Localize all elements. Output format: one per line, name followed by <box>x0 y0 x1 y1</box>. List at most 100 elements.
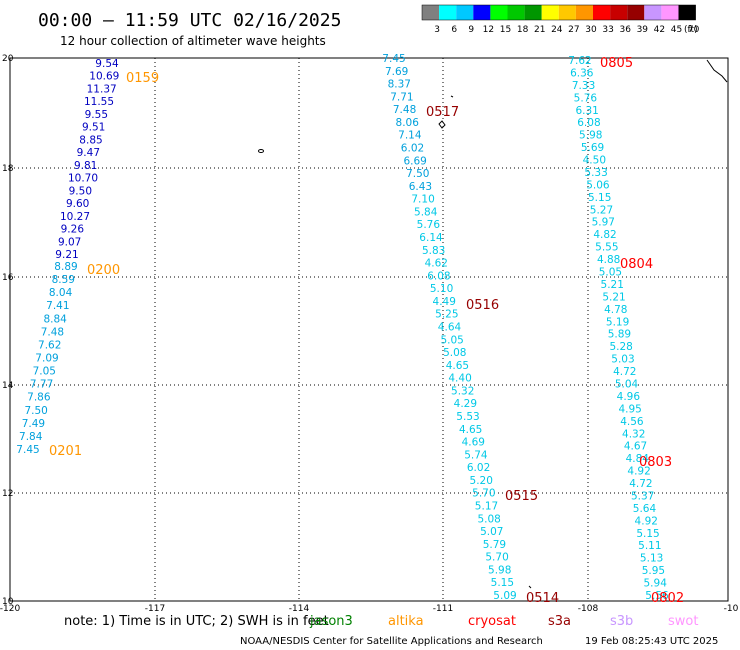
wave-height-value: 10.69 <box>89 71 119 83</box>
scale-unit: (ft) <box>684 25 698 35</box>
wave-height-value: 7.50 <box>24 405 47 417</box>
wave-height-value: 5.56 <box>645 590 669 602</box>
wave-height-value: 8.04 <box>49 287 73 299</box>
lat-tick-label: 14 <box>2 381 14 391</box>
lat-tick-label: 16 <box>2 273 14 283</box>
satellite-legend-item: s3b <box>610 614 633 629</box>
wave-height-value: 11.55 <box>84 96 114 108</box>
wave-height-value: 4.96 <box>617 391 641 403</box>
pass-time-label: 0802 <box>651 591 684 606</box>
lat-tick-label: 12 <box>2 489 13 499</box>
scale-label: 39 <box>637 25 649 35</box>
wave-height-value: 5.64 <box>633 503 657 515</box>
wave-height-value: 7.69 <box>385 66 408 78</box>
scale-swatch <box>456 5 474 20</box>
wave-height-value: 5.13 <box>640 553 663 565</box>
wave-height-value: 11.37 <box>87 83 117 95</box>
wave-height-value: 5.76 <box>417 219 441 231</box>
scale-label: 21 <box>534 25 545 35</box>
wave-height-value: 5.05 <box>599 267 622 279</box>
scale-swatch <box>473 5 491 20</box>
wave-height-value: 9.47 <box>77 147 100 159</box>
axis-tick-labels: -120 -117 -114 -111 -108 -10 20 18 16 14 12 10 <box>0 54 739 614</box>
wave-height-value: 4.78 <box>604 304 627 316</box>
pass-time-label: 0805 <box>600 56 633 71</box>
wave-height-value: 7.48 <box>393 104 416 116</box>
footer-timestamp: 19 Feb 08:25:43 UTC 2025 <box>585 636 718 647</box>
wave-height-value: 4.64 <box>438 322 462 334</box>
wave-height-value: 10.27 <box>60 211 90 223</box>
wave-height-value: 5.89 <box>608 329 631 341</box>
wave-height-value: 7.10 <box>411 194 434 206</box>
scale-label: 45 <box>671 25 682 35</box>
wave-height-value: 9.60 <box>66 198 89 210</box>
wave-height-value: 5.70 <box>472 488 495 500</box>
lon-tick-label: -10 <box>724 604 739 614</box>
scale-swatch <box>678 5 696 20</box>
wave-height-value: 7.14 <box>398 130 422 142</box>
wave-height-value: 5.84 <box>414 206 438 218</box>
wave-height-value: 6.69 <box>403 155 426 167</box>
satellite-legend-item: cryosat <box>468 614 516 629</box>
wave-height-value: 7.45 <box>16 444 39 456</box>
wave-height-value: 7.49 <box>22 418 45 430</box>
wave-height-value: 9.54 <box>95 58 119 70</box>
wave-height-value: 7.45 <box>382 53 405 65</box>
wave-height-value: 5.20 <box>470 475 493 487</box>
wave-height-value: 5.03 <box>611 354 634 366</box>
wave-height-value: 6.08 <box>577 117 600 129</box>
wave-height-value: 6.43 <box>409 181 432 193</box>
wave-height-value: 5.25 <box>435 309 458 321</box>
color-scale-legend: 3 6 9 12 15 18 21 24 27 30 33 36 39 42 45 70(ft) <box>421 4 700 35</box>
pass-time-labels: 0159 0200 0201 0805 0517 0804 0516 0803 0515 0514… <box>49 56 684 606</box>
wave-height-value: 4.72 <box>613 366 636 378</box>
scale-swatch <box>439 5 457 20</box>
wave-height-value: 4.69 <box>462 437 485 449</box>
wave-height-value: 5.98 <box>488 564 511 576</box>
pass-time-label: 0159 <box>126 71 159 86</box>
wave-height-value: 7.09 <box>35 353 58 365</box>
wave-height-value: 9.21 <box>55 249 78 261</box>
wave-height-value: 4.32 <box>622 428 645 440</box>
wave-height-value: 5.55 <box>595 242 618 254</box>
scale-swatch <box>661 5 679 20</box>
wave-height-value: 5.21 <box>601 279 624 291</box>
wave-height-value: 9.50 <box>69 185 92 197</box>
wave-height-value: 7.86 <box>27 392 51 404</box>
scale-label: 36 <box>619 25 631 35</box>
scale-label: 42 <box>654 25 665 35</box>
lon-tick-label: -108 <box>578 604 599 614</box>
wave-height-value: 9.81 <box>74 160 97 172</box>
scale-border <box>421 4 696 21</box>
wave-height-value: 5.17 <box>475 501 498 513</box>
pass-time-label: 0803 <box>639 455 672 470</box>
wave-height-value: 4.88 <box>597 254 620 266</box>
wave-height-value: 5.98 <box>579 130 602 142</box>
wave-height-value: 7.71 <box>390 91 413 103</box>
wave-height-value: 5.28 <box>609 341 632 353</box>
wave-height-value: 5.83 <box>422 245 445 257</box>
island-feature <box>438 120 446 129</box>
wave-height-value: 9.55 <box>85 109 108 121</box>
wave-height-tracks: 9.5410.6911.3711.559.559.518.859.479.811… <box>16 53 669 602</box>
island-feature <box>528 585 532 589</box>
satellite-legend-item: swot <box>668 614 698 629</box>
pass-time-label: 0804 <box>620 257 653 272</box>
lat-tick-label: 10 <box>2 597 14 607</box>
footer-credit: NOAA/NESDIS Center for Satellite Applica… <box>240 636 543 647</box>
pass-time-label: 0201 <box>49 444 82 459</box>
scale-swatch <box>593 5 611 20</box>
wave-height-value: 5.37 <box>631 490 654 502</box>
wave-height-value: 4.65 <box>446 360 469 372</box>
wave-height-value: 8.84 <box>43 313 67 325</box>
wave-height-value: 9.07 <box>58 236 81 248</box>
wave-height-value: 7.62 <box>38 339 61 351</box>
scale-swatch <box>524 5 542 20</box>
wave-height-value: 5.09 <box>493 590 516 602</box>
wave-height-value: 4.49 <box>433 296 456 308</box>
wave-height-value: 4.29 <box>454 398 477 410</box>
lon-tick-label: -117 <box>145 604 165 614</box>
wave-height-value: 5.06 <box>586 179 610 191</box>
wave-height-value: 4.84 <box>626 453 650 465</box>
pass-time-label: 0516 <box>466 298 499 313</box>
